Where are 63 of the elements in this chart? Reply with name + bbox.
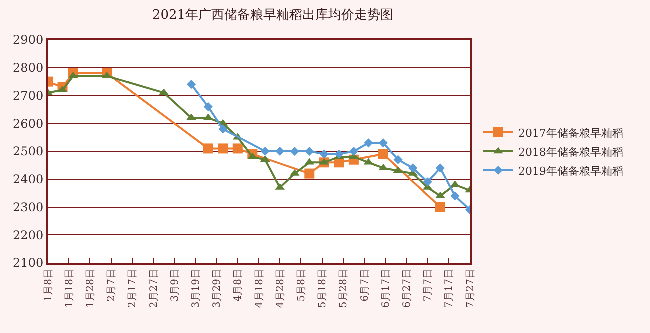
x-tick-label: 6月17日: [380, 269, 392, 308]
point: [349, 146, 358, 156]
x-tick-label: 1月8日: [43, 269, 54, 302]
x-tick-label: 2月17日: [128, 269, 139, 308]
point: [186, 80, 196, 90]
point: [159, 88, 169, 96]
x-tick-label: 4月28日: [275, 269, 286, 308]
point: [102, 72, 112, 78]
legend-label: 2017年储备粮早籼稻: [518, 126, 624, 140]
x-tick-label: 5月18日: [318, 269, 329, 308]
legend-label: 2018年储备粮早籼稻: [518, 146, 624, 159]
point: [436, 164, 446, 173]
y-tick-label: 2800: [13, 61, 44, 76]
point: [378, 138, 388, 148]
point: [304, 168, 315, 179]
point: [203, 144, 214, 154]
y-tick-label: 2700: [13, 88, 44, 103]
y-tick-label: 2400: [13, 172, 44, 187]
x-tick-label: 6月7日: [360, 269, 371, 302]
point: [276, 146, 285, 156]
legend-label: 2019年储备粮早籼稻: [518, 164, 624, 178]
point: [435, 202, 446, 212]
point: [378, 164, 388, 170]
point: [204, 102, 213, 112]
y-tick-label: 2500: [13, 144, 44, 159]
point: [394, 155, 403, 164]
point: [218, 124, 228, 134]
point: [290, 146, 300, 156]
point: [218, 144, 228, 154]
y-tick-label: 2600: [13, 116, 44, 131]
point: [436, 192, 446, 198]
chart-title: 2021年广西储备粮早籼稻出库均价走势图: [152, 8, 394, 24]
point: [450, 192, 460, 201]
point: [305, 146, 314, 156]
point: [364, 138, 374, 148]
y-tick-label: 2300: [13, 200, 44, 214]
x-tick-label: 4月18日: [254, 269, 266, 308]
point: [334, 150, 344, 159]
x-tick-label: 5月8日: [296, 269, 308, 302]
point: [378, 149, 388, 160]
x-tick-label: 7月17日: [444, 269, 456, 308]
point: [186, 114, 196, 120]
x-tick-label: 7月27日: [465, 269, 476, 308]
point: [408, 164, 418, 173]
y-tick-label: 2900: [13, 33, 44, 48]
x-tick-label: 3月9日: [170, 269, 181, 302]
y-tick-label: 2100: [13, 256, 44, 270]
point: [260, 146, 270, 156]
y-tick-label: 2200: [13, 228, 44, 242]
x-tick-label: 2月7日: [106, 269, 118, 302]
point: [320, 158, 330, 165]
x-tick-label: 5月28日: [338, 269, 350, 308]
x-tick-label: 6月27日: [402, 269, 413, 308]
x-tick-label: 7月7日: [423, 269, 434, 302]
x-tick-label: 3月19日: [190, 269, 202, 308]
x-tick-label: 1月18日: [64, 269, 76, 308]
x-tick-label: 3月29日: [212, 269, 224, 308]
point: [232, 144, 243, 154]
point: [423, 178, 432, 187]
point: [320, 150, 329, 159]
x-tick-label: 1月28日: [85, 269, 96, 308]
x-tick-label: 4月8日: [233, 269, 244, 302]
x-tick-label: 2月27日: [148, 269, 160, 308]
